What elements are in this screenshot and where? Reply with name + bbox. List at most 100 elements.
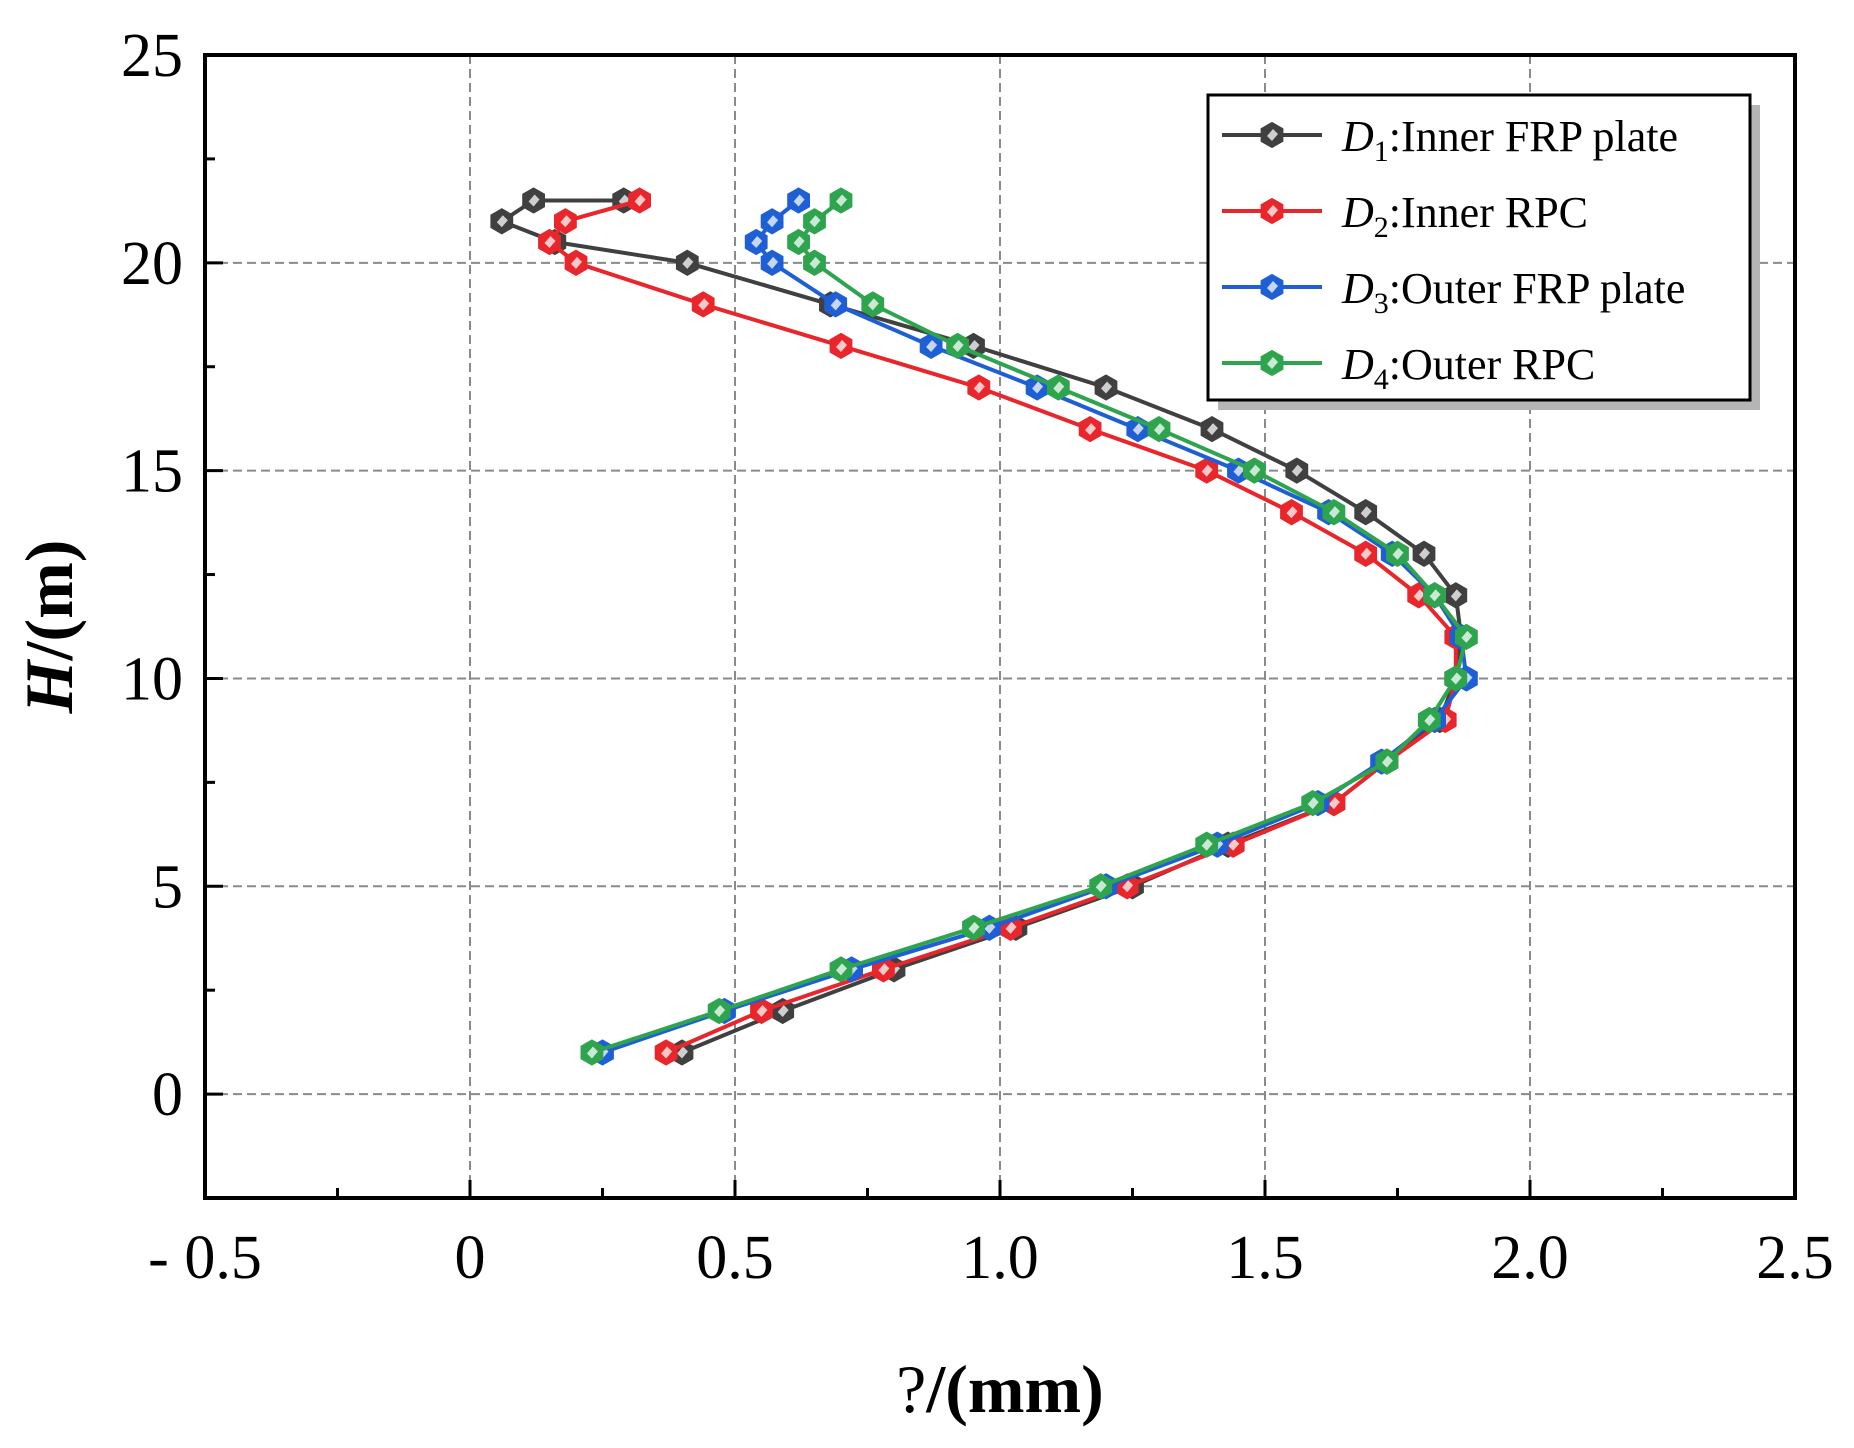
legend-symbol: D [1341,188,1374,237]
x-tick-label: 1.5 [1226,1224,1304,1292]
data-point-highlight [618,194,630,207]
legend-entry-3: D3:Outer FRP plate [1222,264,1685,320]
data-point-highlight [1267,205,1278,217]
data-point-highlight [973,381,985,394]
series-layer [490,187,1478,1066]
y-tick-label: 0 [152,1061,183,1129]
data-point-highlight [1267,281,1278,293]
data-point-highlight [544,236,556,249]
data-point-highlight [767,215,779,228]
x-tick-label: - 0.5 [148,1224,262,1292]
data-point-highlight [1085,423,1097,436]
x-axis-unit: /(mm) [925,1351,1103,1427]
y-axis-var: H [11,658,87,714]
data-point-highlight [1201,464,1213,477]
data-point-highlight [1122,880,1134,893]
data-point-highlight [1328,797,1340,810]
data-point-highlight [952,339,964,352]
data-point-highlight [698,298,710,311]
data-point-highlight [777,1004,789,1017]
data-point-highlight [968,921,980,934]
axis-ticks: - 0.5 0 0.5 1.0 1.5 2.0 2.5 0 5 10 15 20 25 [121,22,1834,1292]
data-point-highlight [1132,423,1144,436]
legend-symbol: D [1341,112,1374,161]
data-point-highlight [1360,547,1372,560]
data-point-highlight [714,1004,726,1017]
data-point-highlight [830,298,842,311]
legend-label: D1:Inner FRP plate [1341,112,1678,168]
data-point-highlight [1424,714,1436,727]
x-axis-title: ?/(mm) [896,1351,1104,1427]
legend-box [1206,93,1752,402]
data-point-highlight [1207,423,1218,436]
x-tick-label: 2.0 [1491,1224,1569,1292]
data-point-highlight [560,215,572,228]
data-point-highlight [926,339,938,352]
x-tick-label: 0 [455,1224,486,1292]
y-tick-label: 20 [121,230,183,298]
data-point-highlight [1450,672,1462,685]
legend-symbol: D [1341,340,1374,389]
data-point-highlight [836,963,847,976]
legend-subscript: 2 [1374,211,1389,244]
data-point-highlight [1419,547,1430,560]
legend-subscript: 1 [1374,135,1389,168]
data-point-highlight [1233,464,1245,477]
data-point-highlight [682,256,694,269]
legend-label: D4:Outer RPC [1341,340,1595,396]
data-point-highlight [1429,589,1441,602]
data-point-highlight [1392,547,1404,560]
data-point-highlight [968,339,980,352]
y-tick-label: 25 [121,22,183,90]
x-axis-symbol: ? [896,1351,926,1427]
legend-subscript: 4 [1374,363,1389,396]
data-point-highlight [1249,464,1261,477]
data-point-highlight [1360,506,1372,519]
x-tick-label: 1.0 [961,1224,1039,1292]
data-point-highlight [1450,589,1462,602]
legend-text: :Outer RPC [1389,340,1596,389]
data-point-highlight [1228,838,1240,851]
data-point-highlight [496,215,508,228]
data-point-highlight [1291,464,1303,477]
y-tick-label: 5 [152,853,183,921]
data-point-highlight [571,256,582,269]
y-tick-label: 15 [121,438,183,506]
data-point-highlight [751,236,763,249]
data-point-highlight [867,298,879,311]
y-axis-title: H/(m) [11,540,87,715]
series-4 [580,187,1478,1066]
legend-entry-4: D4:Outer RPC [1222,340,1595,396]
legend-text: :Inner RPC [1389,188,1588,237]
data-point-highlight [1095,880,1107,893]
legend-entry-2: D2:Inner RPC [1222,188,1588,244]
data-point-highlight [1286,506,1298,519]
legend-label: D2:Inner RPC [1341,188,1588,244]
data-point-highlight [1307,797,1319,810]
data-point-highlight [793,236,805,249]
data-point-highlight [1461,630,1473,643]
data-point-highlight [1005,921,1017,934]
data-point-highlight [1053,381,1065,394]
data-point-highlight [1413,589,1425,602]
data-point-highlight [793,194,805,207]
data-point-highlight [661,1046,673,1059]
data-point-highlight [677,1046,688,1059]
x-tick-label: 2.5 [1756,1224,1834,1292]
y-axis-unit: /(m) [11,540,87,662]
data-point-highlight [984,921,996,934]
data-point-highlight [1101,381,1112,394]
legend-subscript: 3 [1374,287,1389,320]
data-point-highlight [528,194,540,207]
data-point-highlight [634,194,646,207]
data-point-highlight [809,256,821,269]
data-point-highlight [586,1046,598,1059]
data-point-highlight [1267,129,1278,141]
data-point-highlight [1267,357,1278,369]
data-point-highlight [836,194,847,207]
legend-entry-1: D1:Inner FRP plate [1222,112,1678,168]
legend-text: :Inner FRP plate [1389,112,1678,161]
data-point-highlight [1381,755,1393,768]
